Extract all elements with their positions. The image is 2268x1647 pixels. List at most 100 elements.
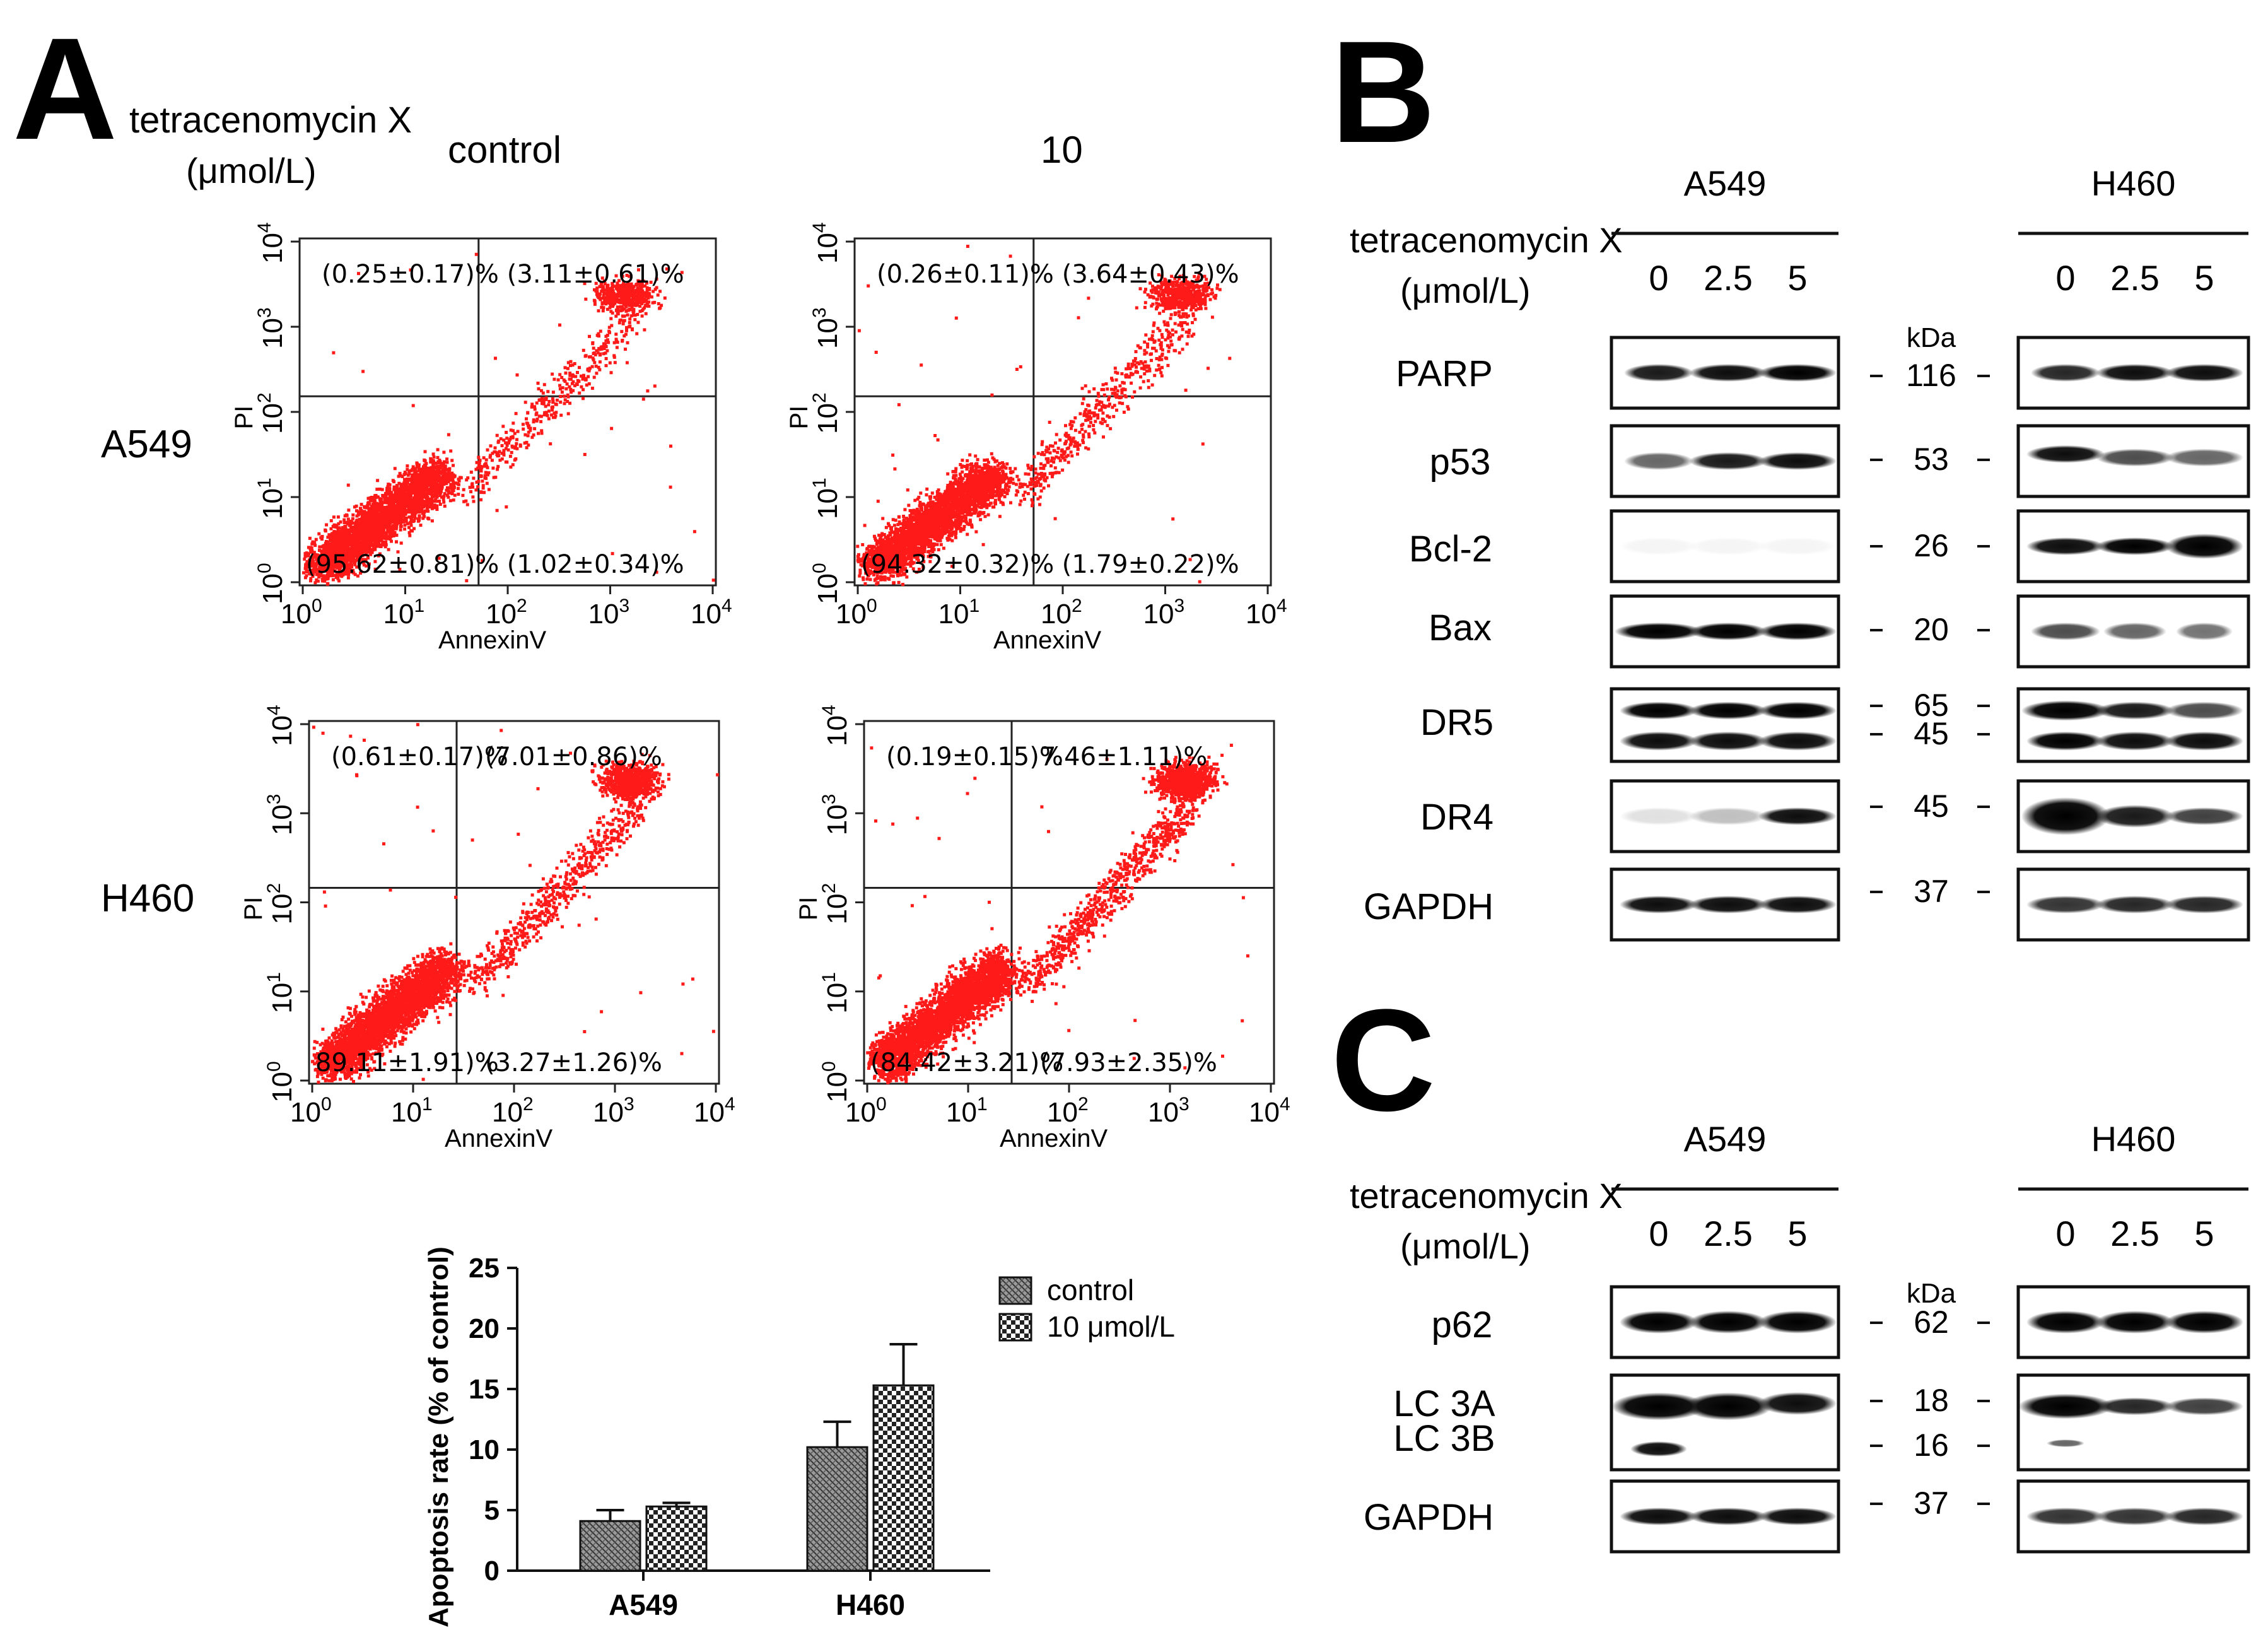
protein-band xyxy=(1758,364,1837,382)
event-dots xyxy=(302,252,715,586)
protein-band xyxy=(1758,807,1837,825)
quadrant-label-lower-left: (84.42±3.21)% xyxy=(870,1048,1063,1077)
protein-band xyxy=(1689,807,1767,825)
y-tick-label: 10 xyxy=(469,1434,500,1465)
marker-label: 45 xyxy=(1914,716,1949,751)
protein-label: Bcl-2 xyxy=(1409,529,1492,570)
dose-label: 0 xyxy=(1649,1214,1668,1253)
protein-band xyxy=(2096,1397,2174,1415)
marker-label: 62 xyxy=(1914,1304,1949,1340)
cell-line-label-h460: H460 xyxy=(2091,163,2176,203)
y-axis-label: PI xyxy=(795,896,822,920)
marker-label: 53 xyxy=(1914,442,1949,477)
protein-label: GAPDH xyxy=(1364,886,1493,927)
event-dots xyxy=(866,744,1249,1084)
x-tick-label-a549: A549 xyxy=(609,1588,678,1621)
blot-frame xyxy=(2016,1373,2250,1472)
protein-label: Bax xyxy=(1429,607,1492,648)
x-tick-label: 104 xyxy=(691,595,732,630)
x-tick-label-h460: H460 xyxy=(836,1588,905,1621)
panel-a-unit-label: (μmol/L) xyxy=(186,151,317,190)
dose-label: 2.5 xyxy=(1704,1214,1753,1253)
protein-band xyxy=(1689,623,1767,640)
protein-band xyxy=(2096,448,2174,467)
protein-band xyxy=(1620,701,1698,720)
protein-band xyxy=(2026,896,2105,913)
protein-band xyxy=(1620,807,1698,825)
protein-band xyxy=(1689,896,1767,913)
quadrant-label-lower-right: (7.93±2.35)% xyxy=(1040,1048,1217,1077)
protein-band xyxy=(1689,452,1767,470)
protein-band xyxy=(1620,896,1698,913)
protein-label: p62 xyxy=(1432,1304,1493,1345)
protein-band xyxy=(1689,731,1767,751)
quadrant-label-upper-right: (7.01±0.86)% xyxy=(485,742,662,771)
col-label-control: control xyxy=(448,129,561,171)
protein-band xyxy=(2096,537,2174,555)
legend-swatch xyxy=(998,1276,1032,1305)
quadrant-label-lower-right: (1.02±0.34)% xyxy=(507,550,684,579)
scatter-dots xyxy=(302,252,715,586)
protein-band xyxy=(1758,1508,1837,1525)
row-label-h460: H460 xyxy=(101,877,194,920)
protein-band xyxy=(2165,364,2243,382)
y-tick-label: 102 xyxy=(254,392,288,434)
marker-label: 116 xyxy=(1906,358,1956,393)
y-tick-label: 0 xyxy=(484,1556,500,1586)
protein-band xyxy=(2026,731,2105,751)
protein-band xyxy=(1758,1392,1837,1415)
protein-band xyxy=(1620,1311,1698,1333)
y-axis-label: PI xyxy=(785,406,813,430)
panel-a-letter: A xyxy=(13,8,117,170)
y-tick-label: 101 xyxy=(254,478,288,519)
protein-band xyxy=(1620,537,1698,555)
protein-band xyxy=(1689,1311,1767,1333)
protein-band xyxy=(1630,1441,1687,1457)
protein-band xyxy=(2021,700,2110,721)
x-tick-label: 103 xyxy=(593,1094,634,1128)
protein-band xyxy=(2165,534,2243,559)
y-tick-label: 103 xyxy=(809,307,843,349)
y-axis-label: PI xyxy=(230,406,258,430)
dose-label: 5 xyxy=(2194,1214,2214,1253)
protein-band xyxy=(2165,896,2243,913)
protein-band xyxy=(1620,731,1698,751)
marker-label: 45 xyxy=(1914,788,1949,824)
x-axis-label: AnnexinV xyxy=(445,1125,553,1152)
protein-label: GAPDH xyxy=(1364,1497,1493,1538)
col-label-10: 10 xyxy=(1041,129,1083,171)
protein-band xyxy=(2018,1393,2113,1419)
scatter-dots xyxy=(311,723,720,1084)
kda-label: kDa xyxy=(1907,1278,1956,1309)
protein-band xyxy=(2031,364,2100,382)
panel-a-treatment-label: tetracenomycin X xyxy=(129,100,412,141)
y-tick-label: 104 xyxy=(819,705,853,746)
protein-band xyxy=(1624,364,1693,382)
marker-label: 18 xyxy=(1914,1383,1949,1418)
y-tick-label: 103 xyxy=(264,794,298,836)
x-axis-label: AnnexinV xyxy=(993,626,1102,654)
x-tick-label: 102 xyxy=(486,595,527,630)
protein-band xyxy=(1758,623,1837,640)
y-tick-label: 100 xyxy=(254,563,288,604)
quadrant-label-lower-left: (95.62±0.81)% xyxy=(306,550,499,579)
protein-band xyxy=(2103,623,2166,640)
protein-band xyxy=(2096,1311,2174,1333)
marker-label: 20 xyxy=(1914,612,1949,647)
event-dots xyxy=(856,245,1232,586)
protein-band xyxy=(1615,623,1703,640)
quadrant-label-upper-right: (3.11±0.61)% xyxy=(507,260,684,289)
x-tick-label: 102 xyxy=(492,1094,534,1128)
x-axis-label: AnnexinV xyxy=(438,626,547,654)
protein-band xyxy=(1758,896,1837,913)
scatter-dots xyxy=(856,245,1232,586)
event-dots xyxy=(311,723,720,1084)
dose-label: 0 xyxy=(2055,1214,2075,1253)
y-tick-label: 100 xyxy=(819,1061,853,1103)
flow-cytometry-plots: (0.25±0.17)% (3.11±0.61)% (95.62±0.81)% (1.… xyxy=(230,222,1290,1152)
protein-band xyxy=(2165,1311,2243,1333)
x-tick-label: 104 xyxy=(694,1094,735,1128)
y-tick-label: 104 xyxy=(264,705,298,746)
marker-label: 65 xyxy=(1914,688,1949,723)
